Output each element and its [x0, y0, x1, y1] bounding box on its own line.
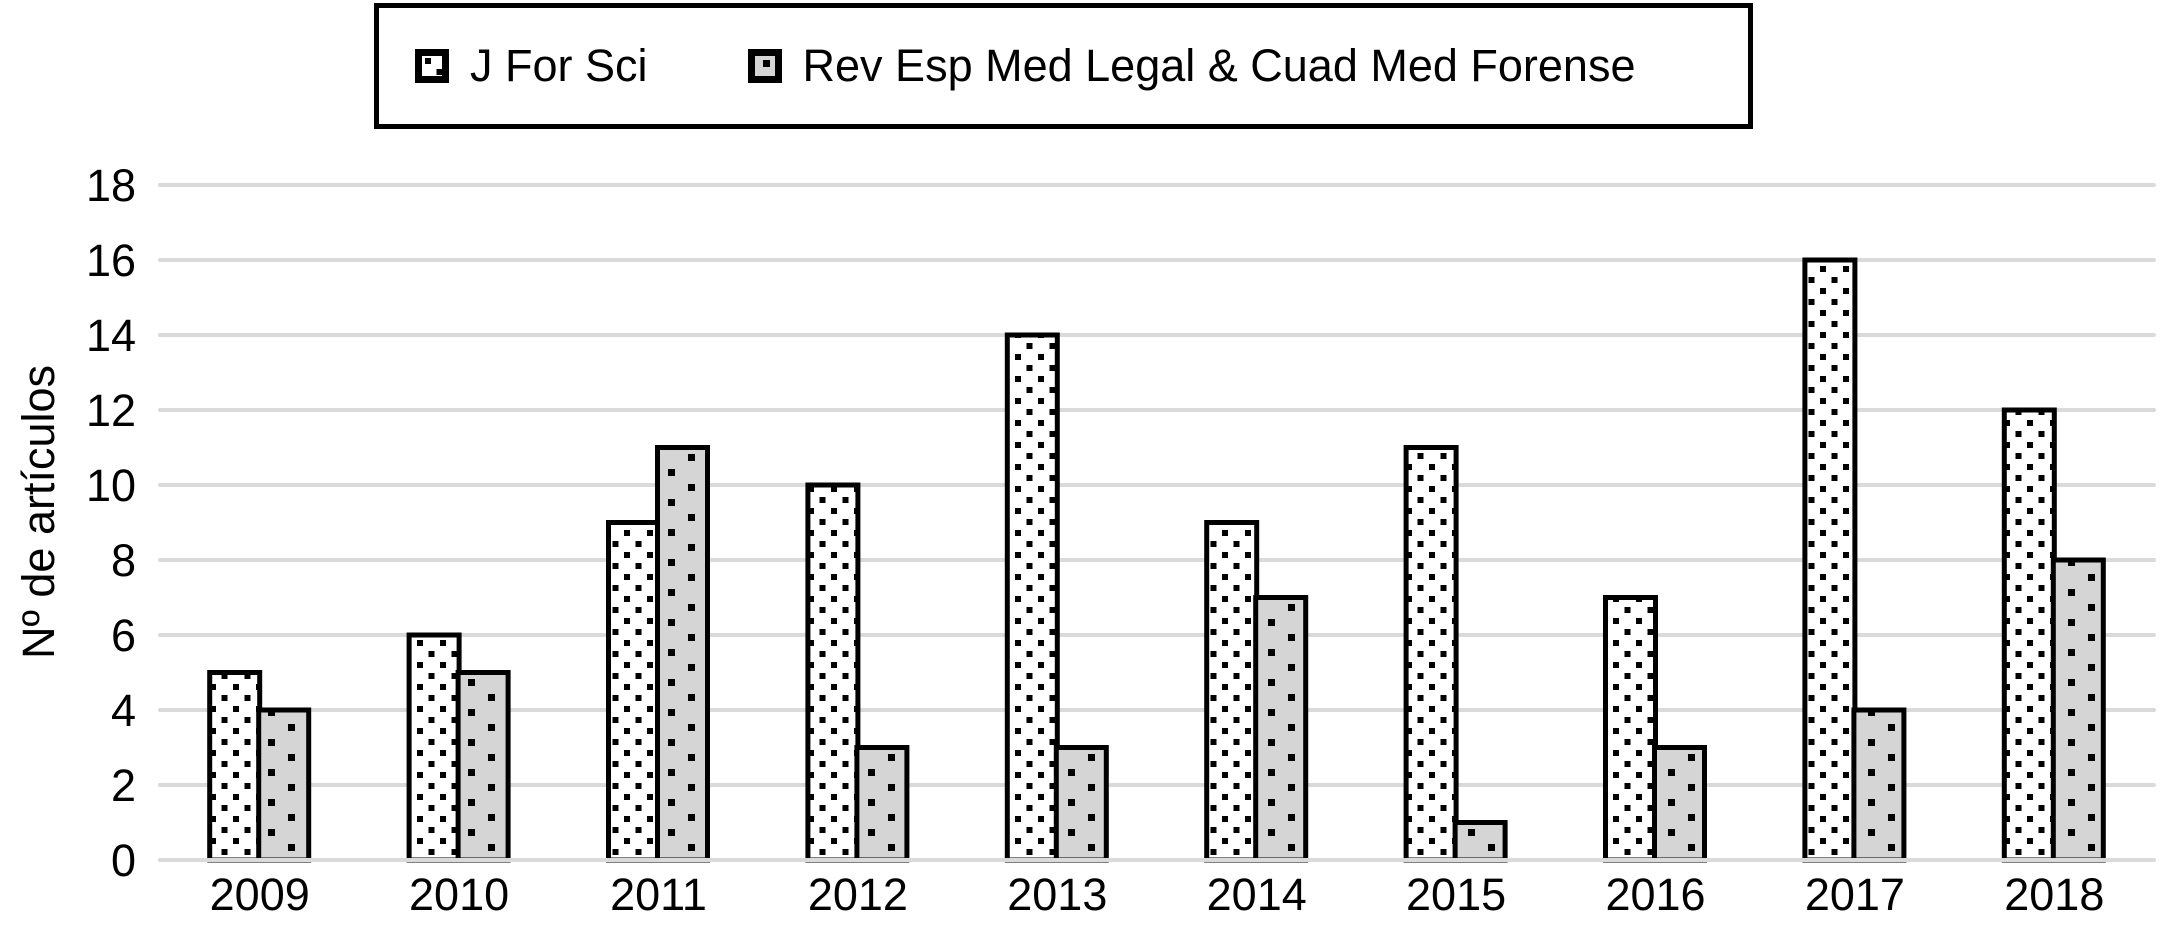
bar-j-for-sci-2013 [1004, 332, 1060, 863]
x-tick-label: 2009 [210, 869, 310, 920]
x-tick-label: 2010 [409, 869, 509, 920]
y-tick-label: 2 [111, 760, 136, 811]
y-tick-label: 6 [111, 610, 136, 661]
legend-key-j-for-sci [415, 49, 449, 83]
bar-rev-esp-2012 [854, 745, 910, 863]
bar-j-for-sci-2009 [207, 670, 263, 863]
bar-j-for-sci-2018 [2001, 407, 2057, 863]
legend-label-rev-esp: Rev Esp Med Legal & Cuad Med Forense [802, 40, 1636, 91]
x-tick-label: 2013 [1007, 869, 1107, 920]
bar-j-for-sci-2011 [606, 520, 661, 863]
bar-j-for-sci-2016 [1603, 595, 1658, 863]
legend-item-j-for-sci: J For Sci [415, 40, 648, 92]
legend-label-j-for-sci: J For Sci [470, 40, 648, 91]
bar-j-for-sci-2014 [1204, 520, 1260, 863]
axis-labels-layer: 0 2 4 6 8 10 12 14 16 18 2009 2010 2011 2012 2013 2014 2… [86, 160, 2104, 920]
y-tick-label: 4 [111, 685, 136, 736]
x-tick-label: 2012 [808, 869, 908, 920]
bar-rev-esp-2011 [655, 445, 710, 863]
y-tick-label: 0 [111, 835, 136, 886]
x-tick-label: 2017 [1805, 869, 1905, 920]
y-tick-label: 14 [86, 310, 136, 361]
y-tick-label: 12 [86, 385, 136, 436]
bar-rev-esp-2015 [1452, 820, 1508, 863]
bar-j-for-sci-2012 [805, 482, 861, 863]
x-tick-label: 2015 [1406, 869, 1506, 920]
legend: J For Sci Rev Esp Med Legal & Cuad Med F… [374, 3, 1753, 129]
bar-j-for-sci-2015 [1403, 445, 1459, 863]
bar-rev-esp-2013 [1053, 745, 1109, 863]
y-tick-label: 10 [86, 460, 136, 511]
bar-j-for-sci-2010 [406, 632, 462, 863]
x-tick-label: 2011 [610, 869, 707, 920]
bar-rev-esp-2017 [1851, 707, 1907, 863]
legend-item-rev-esp: Rev Esp Med Legal & Cuad Med Forense [747, 40, 1636, 92]
y-tick-label: 16 [86, 235, 136, 286]
bar-rev-esp-2016 [1652, 745, 1707, 863]
x-tick-label: 2016 [1605, 869, 1705, 920]
x-tick-label: 2018 [2004, 869, 2104, 920]
y-tick-label: 18 [86, 160, 136, 211]
bar-rev-esp-2018 [2050, 557, 2106, 863]
bar-rev-esp-2010 [455, 670, 511, 863]
bar-rev-esp-2009 [256, 707, 312, 863]
legend-key-rev-esp [747, 49, 782, 83]
bars-layer [207, 257, 2106, 863]
y-tick-label: 8 [111, 535, 136, 586]
bar-j-for-sci-2017 [1802, 257, 1858, 863]
x-tick-label: 2014 [1207, 869, 1307, 920]
bar-rev-esp-2014 [1253, 595, 1309, 863]
